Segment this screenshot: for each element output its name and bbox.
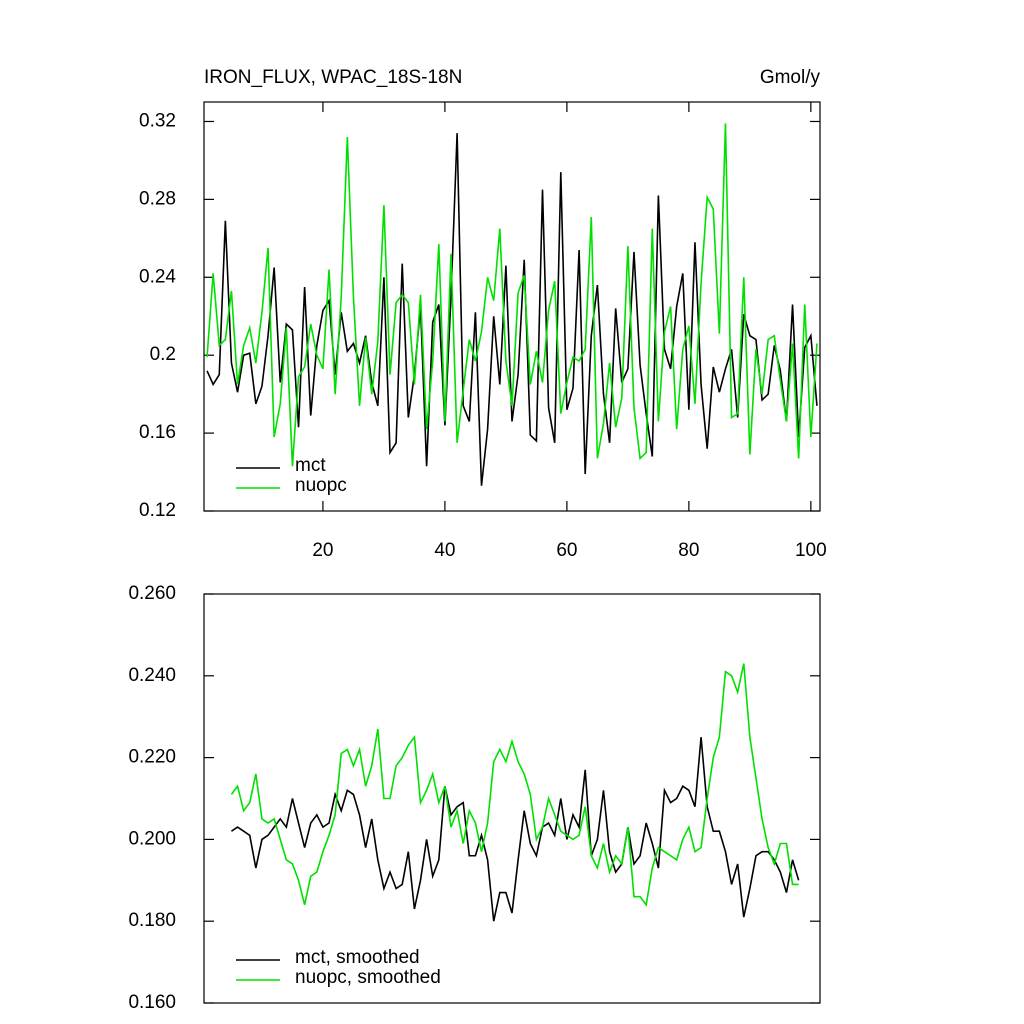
y-tick-label: 0.16 (139, 422, 176, 443)
y-tick-label: 0.160 (128, 992, 176, 1013)
y-tick-label: 0.24 (139, 266, 176, 287)
y-tick-label: 0.12 (139, 500, 176, 521)
data-line (206, 133, 818, 486)
legend-label: nuopc, smoothed (295, 967, 441, 988)
plot-frame (203, 593, 821, 1004)
data-line (230, 663, 799, 907)
chart-title: IRON_FLUX, WPAC_18S-18N (204, 67, 462, 88)
y-tick-label: 0.240 (128, 665, 176, 686)
legend-label: nuopc (295, 475, 347, 496)
x-tick-label: 40 (434, 540, 455, 561)
y-tick-label: 0.32 (139, 110, 176, 131)
y-tick-label: 0.260 (128, 583, 176, 604)
x-tick-label: 20 (312, 540, 333, 561)
legend-label: mct, smoothed (295, 947, 420, 968)
x-tick-label: 80 (678, 540, 699, 561)
y-tick-label: 0.2 (150, 344, 176, 365)
y-tick-label: 0.28 (139, 188, 176, 209)
plot-frame (203, 101, 821, 512)
y-tick-label: 0.200 (128, 828, 176, 849)
legend-label: mct (295, 455, 326, 476)
y-tick-label: 0.180 (128, 910, 176, 931)
units-label: Gmol/y (760, 67, 821, 88)
data-line (206, 123, 818, 467)
data-line (231, 737, 800, 922)
x-tick-label: 100 (795, 540, 827, 561)
x-tick-label: 60 (556, 540, 577, 561)
y-tick-label: 0.220 (128, 747, 176, 768)
